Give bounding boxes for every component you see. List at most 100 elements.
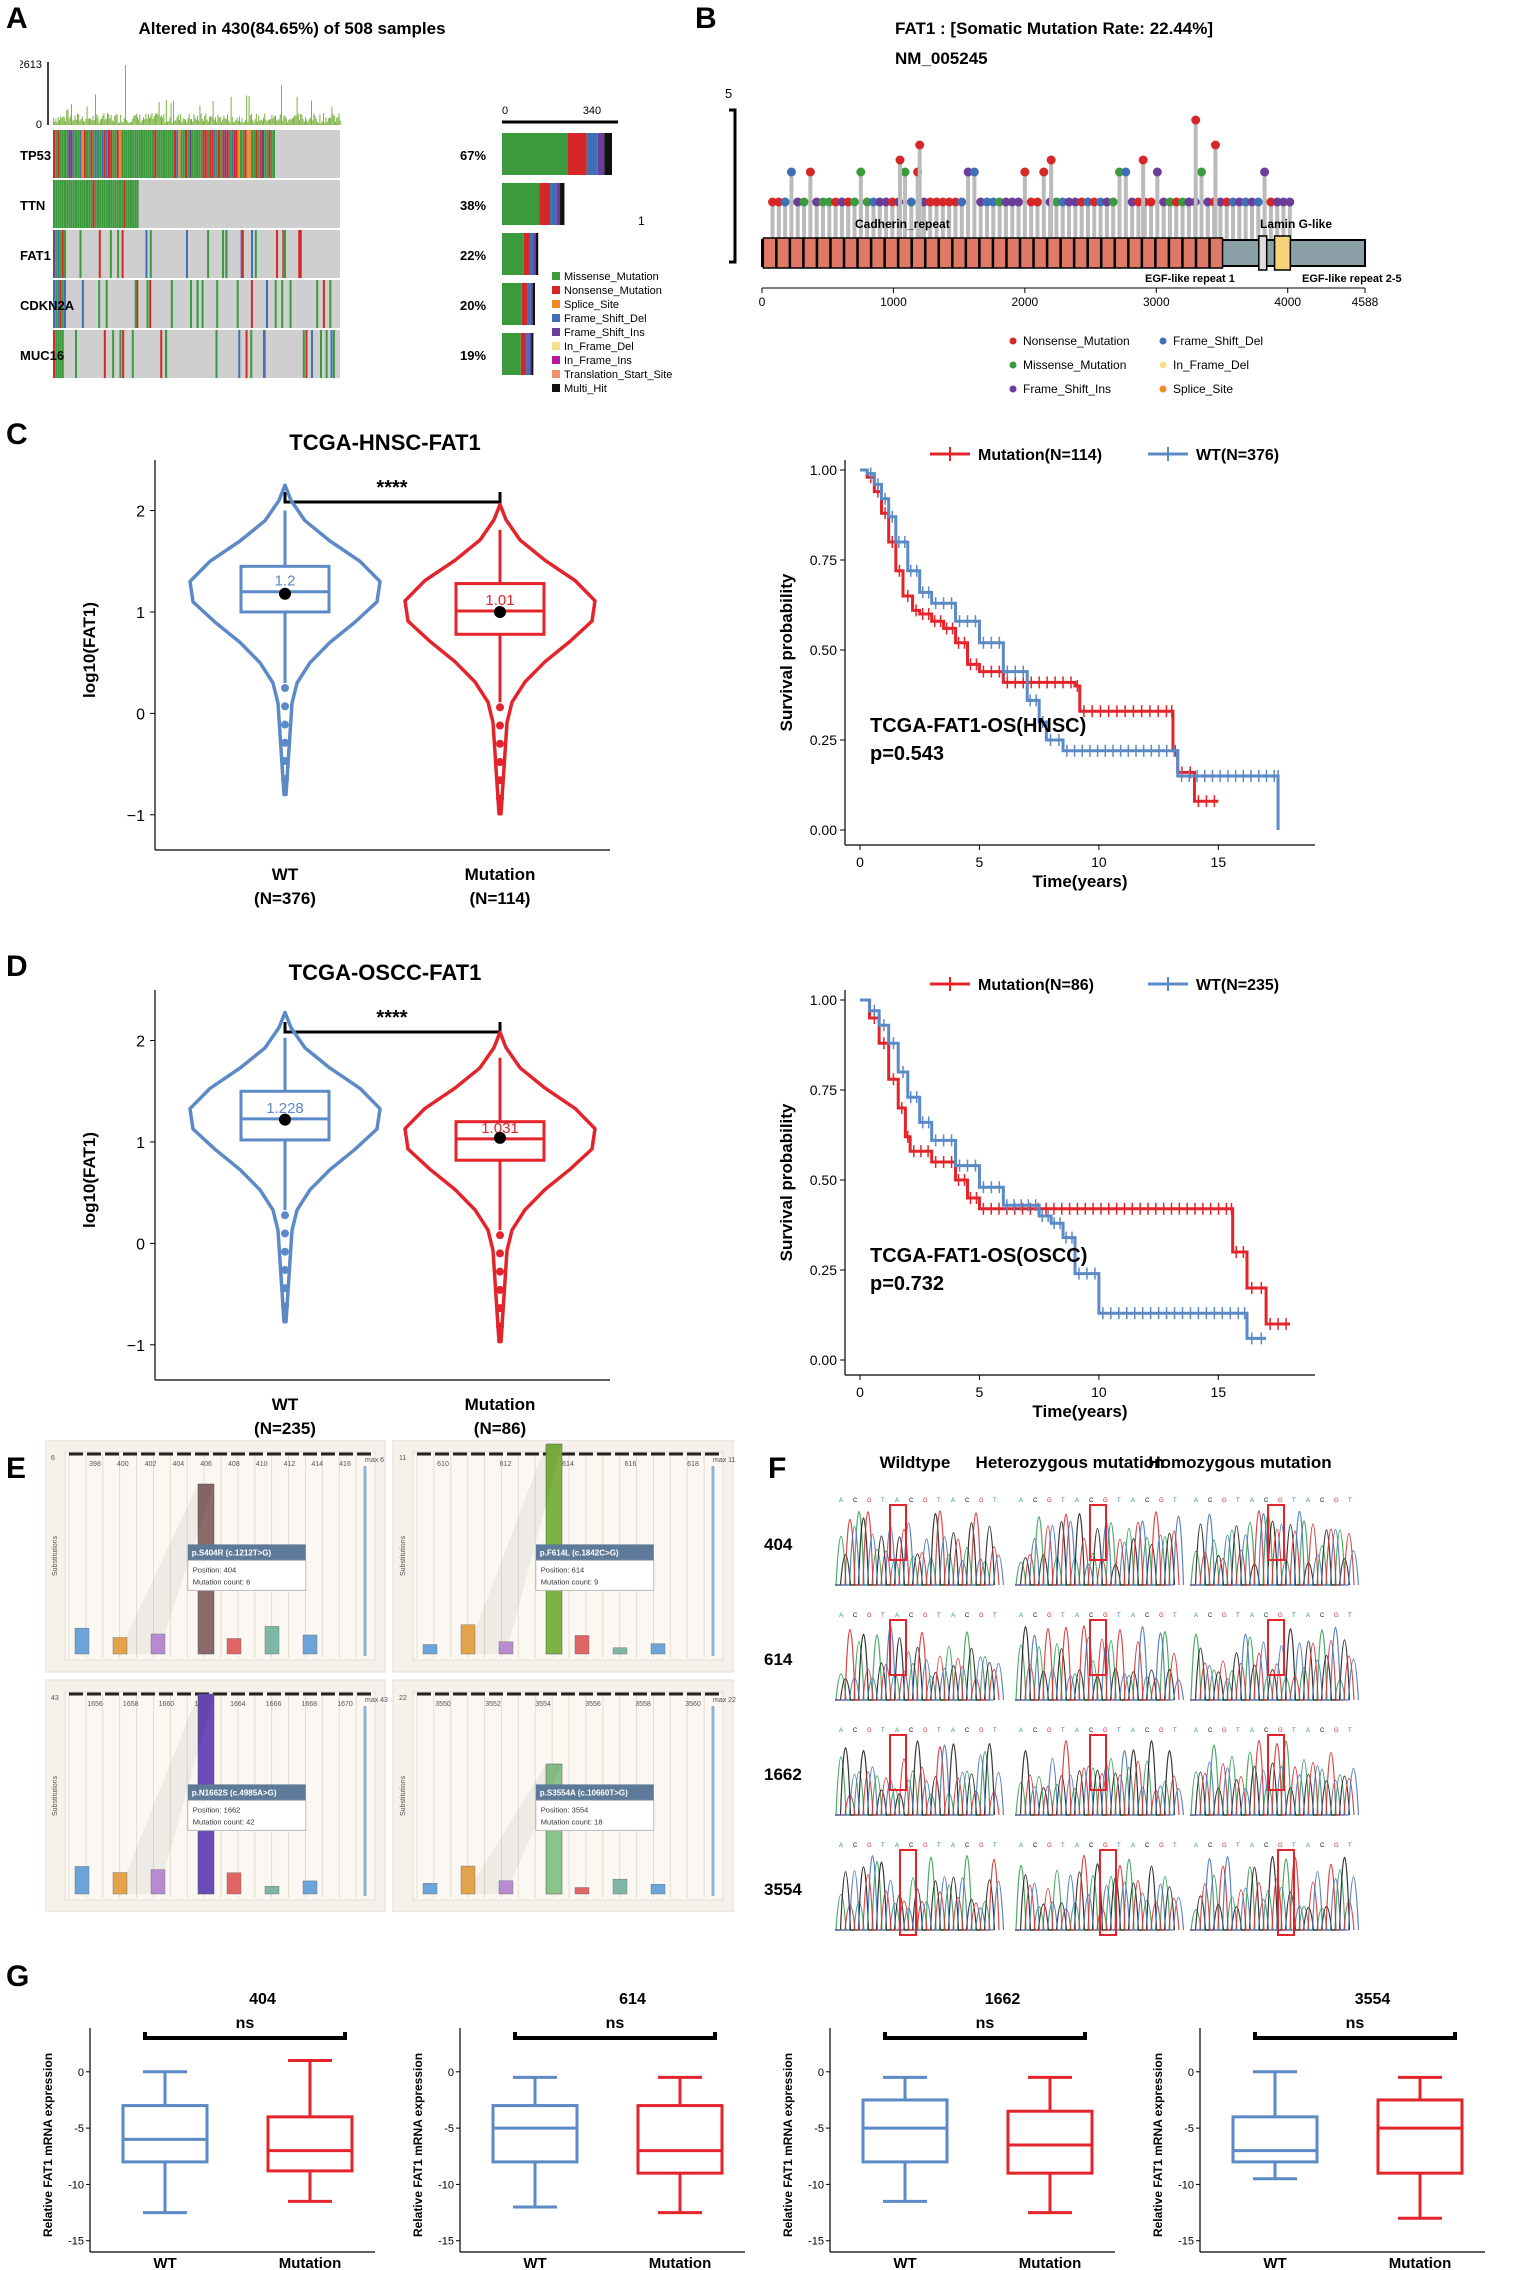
count-bar-nonsense <box>521 283 528 325</box>
mutation-cell <box>193 130 196 178</box>
tmb-bar <box>170 102 172 125</box>
base-call: A <box>1306 1728 1310 1734</box>
y-tick-label: 0.25 <box>810 1262 837 1278</box>
lollipop-ymax: 5 <box>725 86 732 101</box>
base-call: A <box>1131 1613 1135 1619</box>
bar-shadow <box>466 1444 562 1654</box>
km-annotation: TCGA-FAT1-OS(OSCC) <box>870 1245 1087 1267</box>
domain-label: EGF-like repeat 1 <box>1145 273 1235 285</box>
mutation-cell <box>59 130 62 178</box>
x-axis-label: Time(years) <box>1032 872 1127 891</box>
violin-shape <box>188 1010 382 1324</box>
pane-tick: 1656 <box>87 1701 103 1708</box>
tmb-bar <box>165 99 167 125</box>
trace-line <box>1190 1740 1355 1816</box>
pane-ymax: 43 <box>51 1695 59 1702</box>
lollipop-head <box>932 197 942 207</box>
violin-hnsc: TCGA-HNSC-FAT1 **** 2 1 0 −1 log10(FAT1) 1.2 WT (… <box>80 430 610 908</box>
tmb-bar <box>277 120 279 125</box>
mutation-cell <box>160 130 163 178</box>
base-call: T <box>1348 1613 1352 1619</box>
qpcr-title: 614 <box>619 1991 646 2008</box>
cadherin-domain <box>1128 237 1143 269</box>
sig-bracket <box>1253 2032 1457 2040</box>
substitution-bar <box>226 1638 242 1655</box>
y-tick-label: -10 <box>1178 2179 1194 2191</box>
tooltip-position: Position: 404 <box>193 1565 236 1574</box>
y-axis-label: Survival probability <box>777 573 796 731</box>
lollipop-head <box>1032 197 1042 207</box>
base-call: C <box>1033 1843 1038 1849</box>
mutation-cell <box>55 180 58 228</box>
base-call: C <box>1145 1613 1150 1619</box>
tmb-bar <box>134 115 136 125</box>
tmb-bar <box>209 116 210 125</box>
base-call: T <box>1117 1498 1121 1504</box>
lollipop-head <box>1077 197 1087 207</box>
tmb-bar <box>242 122 244 125</box>
lollipop-head <box>1083 197 1093 207</box>
tmb-bar <box>243 122 245 125</box>
outlier-point <box>281 1302 289 1311</box>
tmb-bar <box>101 119 102 125</box>
pane-max-label: max 22 <box>713 1697 736 1704</box>
tmb-bar <box>139 114 141 125</box>
mutation-cell <box>130 180 132 228</box>
mutation-cell <box>255 130 258 178</box>
sig-bracket <box>283 1022 502 1034</box>
base-call: G <box>1334 1843 1339 1849</box>
y-tick-label: -5 <box>74 2123 84 2135</box>
lollipop-head <box>1203 197 1213 207</box>
qpcr-plot-614: 614 ns 0 -5 -10 -15 Relative FAT1 mRNA express… <box>411 1991 745 2268</box>
trace-line <box>1190 1510 1360 1586</box>
mutation-cell <box>72 130 75 178</box>
tmb-bar <box>227 114 228 125</box>
base-call: C <box>1145 1728 1150 1734</box>
tmb-bar <box>296 97 298 125</box>
cadherin-domain <box>1182 237 1197 269</box>
trace-line <box>1190 1513 1346 1586</box>
tmb-bar <box>300 113 302 125</box>
mutation-cell <box>105 180 108 228</box>
tmb-bar <box>259 120 261 125</box>
trace-line <box>835 1633 996 1701</box>
median-label: 1.031 <box>481 1120 519 1137</box>
tmb-bar <box>222 119 224 125</box>
mutation-cell <box>103 130 106 178</box>
tmb-bar <box>237 120 239 125</box>
tmb-bar <box>315 119 317 125</box>
mutation-cell <box>226 130 229 178</box>
trace-line <box>1190 1856 1360 1931</box>
tmb-bar <box>258 115 260 125</box>
mutation-cell <box>185 230 188 278</box>
cadherin-domain <box>979 237 994 269</box>
y-tick-label: −1 <box>127 1338 145 1355</box>
mutation-cell <box>112 330 115 378</box>
y-tick-label: -10 <box>438 2179 454 2191</box>
tooltip-title: p.F614L (c.1842C>G) <box>540 1548 619 1557</box>
tmb-bar <box>291 118 293 125</box>
tmb-bar <box>326 121 328 125</box>
tmb-bar <box>175 119 177 125</box>
tmb-bar <box>150 116 152 125</box>
tmb-bar <box>147 114 149 125</box>
tmb-bar <box>247 121 249 125</box>
mutation-cell <box>165 130 168 178</box>
mutation-cell <box>254 230 257 278</box>
mutation-cell <box>112 130 115 178</box>
count-bar-fsdel <box>526 333 530 375</box>
domain-label: Cadherin_repeat <box>855 217 950 231</box>
tmb-bar <box>71 104 72 125</box>
count-bar-fsdel <box>527 283 531 325</box>
mutation-cell <box>316 280 319 328</box>
y-tick-label: 0 <box>78 2067 84 2079</box>
mutation-cell <box>176 130 179 178</box>
tmb-bar <box>301 114 303 125</box>
tmb-bar <box>270 118 272 125</box>
base-call: G <box>1334 1613 1339 1619</box>
base-call: C <box>853 1728 858 1734</box>
egf-domain <box>1258 235 1268 271</box>
mutation-highlight-box <box>889 1504 907 1561</box>
mutation-cell <box>224 130 227 178</box>
substitution-bar <box>498 1641 514 1655</box>
